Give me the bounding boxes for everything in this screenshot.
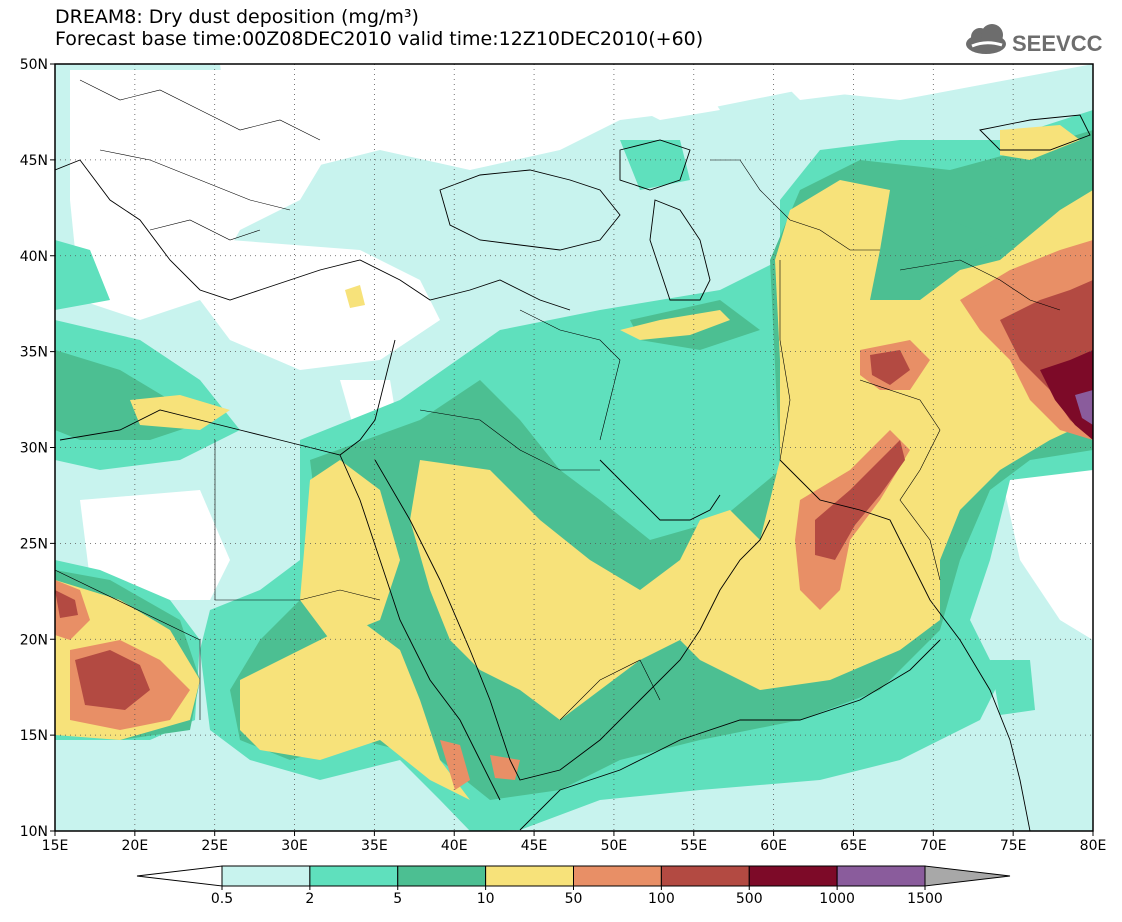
lat-tick-label: 40N (20, 249, 48, 265)
colorbar-label: 0.5 (211, 891, 233, 907)
title-line-2: Forecast base time:00Z08DEC2010 valid ti… (55, 28, 704, 50)
lon-tick-label: 30E (281, 838, 308, 854)
colorbar-swatch (221, 865, 311, 887)
map-axes: 15E 20E 25E 30E 35E 40E 45E 50E 55E 60E 65E 70E 75E 8… (20, 57, 1107, 854)
colorbar-swatch (397, 865, 487, 887)
lon-tick-label: 80E (1080, 838, 1107, 854)
coastlines (55, 114, 1091, 831)
lon-tick-label: 65E (840, 838, 867, 854)
colorbar-label: 50 (565, 891, 583, 907)
colorbar-swatch (836, 865, 926, 887)
lat-tick-label: 45N (20, 153, 48, 169)
colorbar-swatch (573, 865, 662, 887)
colorbar-label: 100 (648, 891, 675, 907)
lon-tick-label: 25E (201, 838, 228, 854)
lat-tick-label: 10N (20, 824, 48, 840)
lon-tick-label: 60E (760, 838, 787, 854)
lat-tick-label: 20N (20, 632, 48, 648)
graticule (55, 64, 1093, 831)
colorbar-label: 1500 (907, 891, 943, 907)
level-1000 (1075, 390, 1093, 425)
lon-tick-label: 50E (601, 838, 628, 854)
lon-tick-label: 55E (680, 838, 707, 854)
lon-tick-label: 45E (521, 838, 548, 854)
colorbar-label: 10 (477, 891, 495, 907)
logo-text: SEEVCCC (1012, 31, 1102, 56)
colorbar-swatch (748, 865, 838, 887)
lat-tick-label: 15N (20, 728, 48, 744)
lon-tick-label: 35E (361, 838, 388, 854)
lat-tick-label: 30N (20, 441, 48, 457)
colorbar-under-triangle (136, 865, 223, 887)
cloud-icon (966, 24, 1006, 54)
lon-tick-label: 75E (1000, 838, 1027, 854)
country-borders (55, 79, 1061, 721)
lon-tick-label: 70E (920, 838, 947, 854)
colorbar-label: 500 (736, 891, 763, 907)
lat-tick-label: 50N (20, 57, 48, 73)
colorbar-swatch (485, 865, 574, 887)
title-line-1: DREAM8: Dry dust deposition (mg/m³) (55, 6, 419, 28)
seevccc-logo: SEEVCCC (966, 24, 1102, 56)
lat-tick-label: 35N (20, 345, 48, 361)
level-500 (1040, 350, 1093, 440)
lat-tick-label: 25N (20, 536, 48, 552)
colorbar-over-triangle (924, 865, 1011, 887)
colorbar-label: 5 (393, 891, 402, 907)
colorbar-label: 1000 (819, 891, 855, 907)
colorbar-swatch (309, 865, 399, 887)
colorbar: 0.5 2 5 10 50 100 500 1000 1500 (136, 865, 1011, 907)
colorbar-label: 2 (305, 891, 314, 907)
dust-field (55, 64, 1093, 831)
lon-tick-label: 40E (441, 838, 468, 854)
colorbar-swatch (660, 865, 750, 887)
lon-tick-label: 15E (42, 838, 69, 854)
lon-tick-label: 20E (122, 838, 149, 854)
